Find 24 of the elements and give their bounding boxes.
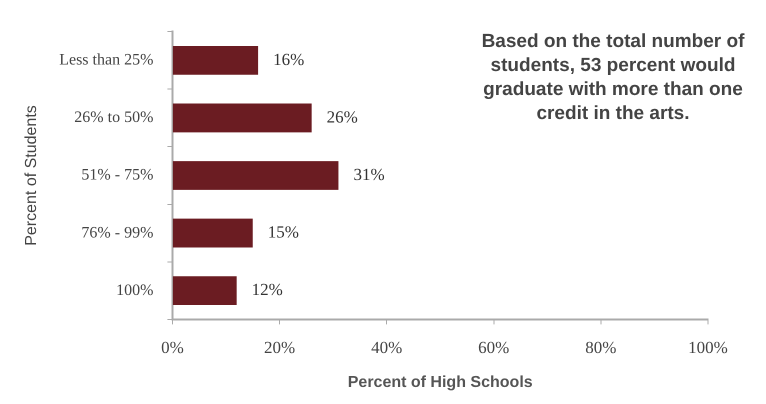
x-tick-label: 20% [264,338,296,358]
x-axis-title: Percent of High Schools [348,374,533,391]
x-tick-label: 60% [478,338,510,358]
y-tick-label: 100% [116,282,154,299]
x-tick-label: 40% [371,338,402,358]
x-tick-label: 100% [688,338,728,358]
data-label: 12% [252,280,283,300]
y-axis-title: Percent of Students [23,105,40,246]
x-tick-label: 80% [585,338,616,358]
data-label: 26% [326,107,358,126]
y-tick-label: 26% to 50% [74,109,154,126]
data-label: 16% [273,50,304,69]
data-label: 15% [268,222,299,242]
y-tick-label: 76% - 99% [81,224,154,242]
bar [172,276,237,306]
bar [172,46,258,75]
bar [172,218,253,248]
annotation: Based on the total number of students, 53 percent would graduate with more than one credit in the arts. [480,30,746,126]
data-label: 31% [353,164,385,184]
x-tick-label: 0% [161,338,184,358]
bar [172,104,312,132]
y-tick-label: Less than 25% [59,52,154,69]
y-tick-label: 51% - 75% [81,166,154,184]
bar [172,161,338,190]
